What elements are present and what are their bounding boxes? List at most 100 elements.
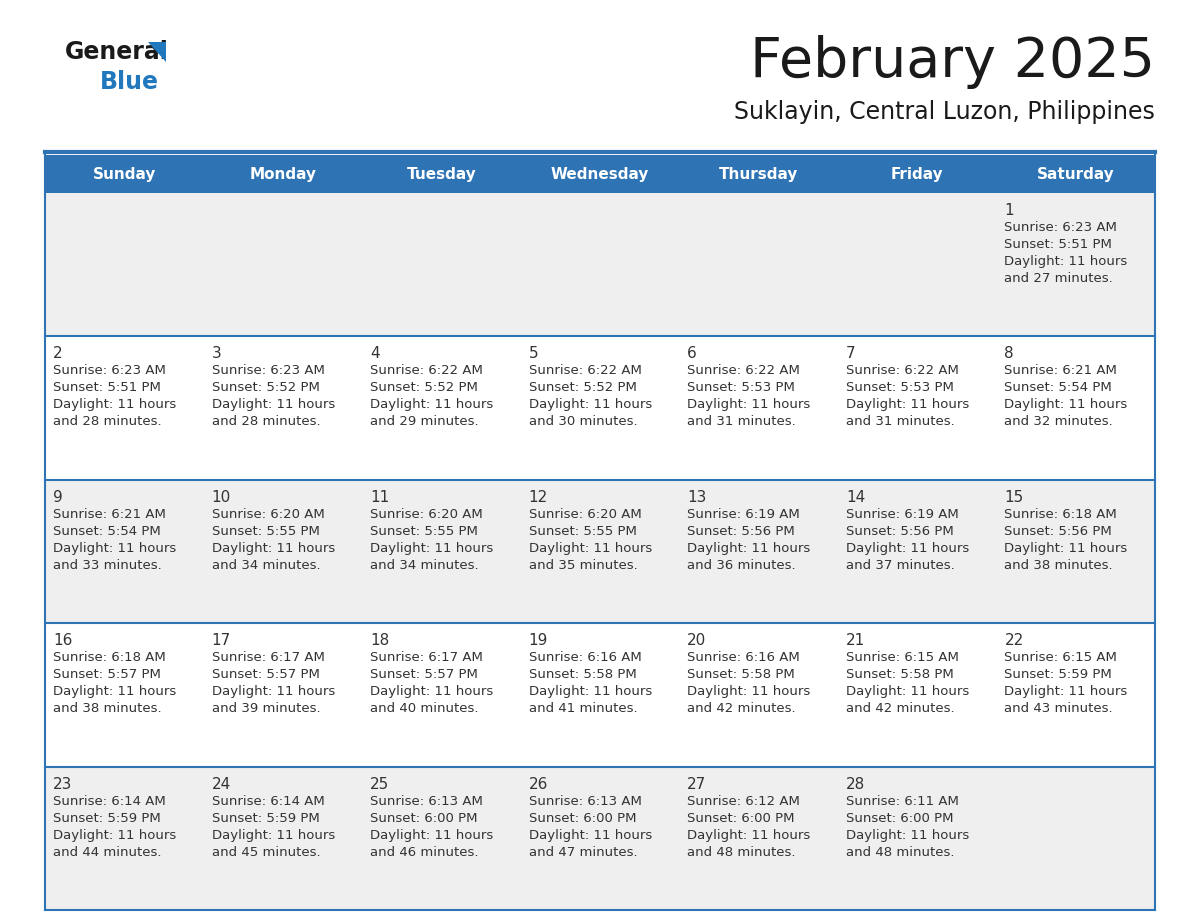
Text: and 39 minutes.: and 39 minutes. — [211, 702, 321, 715]
Text: Sunrise: 6:18 AM: Sunrise: 6:18 AM — [1004, 508, 1117, 521]
Text: 12: 12 — [529, 490, 548, 505]
Text: Sunrise: 6:22 AM: Sunrise: 6:22 AM — [371, 364, 484, 377]
Text: Sunset: 6:00 PM: Sunset: 6:00 PM — [371, 812, 478, 824]
Bar — [45, 623, 1155, 767]
Text: Sunset: 5:56 PM: Sunset: 5:56 PM — [846, 525, 954, 538]
Text: Sunset: 5:52 PM: Sunset: 5:52 PM — [529, 381, 637, 395]
Text: and 27 minutes.: and 27 minutes. — [1004, 272, 1113, 285]
Text: Sunrise: 6:12 AM: Sunrise: 6:12 AM — [688, 795, 801, 808]
Text: Sunrise: 6:15 AM: Sunrise: 6:15 AM — [1004, 651, 1117, 665]
Text: and 28 minutes.: and 28 minutes. — [211, 416, 321, 429]
Text: Sunrise: 6:20 AM: Sunrise: 6:20 AM — [211, 508, 324, 521]
Text: Sunrise: 6:17 AM: Sunrise: 6:17 AM — [211, 651, 324, 665]
Text: and 48 minutes.: and 48 minutes. — [688, 845, 796, 858]
Text: Sunset: 5:56 PM: Sunset: 5:56 PM — [1004, 525, 1112, 538]
Text: Sunset: 5:51 PM: Sunset: 5:51 PM — [53, 381, 160, 395]
Text: Sunset: 5:53 PM: Sunset: 5:53 PM — [846, 381, 954, 395]
Text: Friday: Friday — [891, 166, 943, 182]
Text: Sunset: 5:54 PM: Sunset: 5:54 PM — [1004, 381, 1112, 395]
Bar — [45, 480, 1155, 623]
Polygon shape — [148, 42, 166, 62]
Text: and 42 minutes.: and 42 minutes. — [846, 702, 954, 715]
Text: Daylight: 11 hours: Daylight: 11 hours — [53, 542, 176, 554]
Text: Sunset: 5:55 PM: Sunset: 5:55 PM — [371, 525, 478, 538]
Text: Daylight: 11 hours: Daylight: 11 hours — [1004, 398, 1127, 411]
Text: and 34 minutes.: and 34 minutes. — [371, 559, 479, 572]
Text: Daylight: 11 hours: Daylight: 11 hours — [688, 542, 810, 554]
Text: Daylight: 11 hours: Daylight: 11 hours — [1004, 685, 1127, 699]
Text: 14: 14 — [846, 490, 865, 505]
Text: Daylight: 11 hours: Daylight: 11 hours — [688, 829, 810, 842]
Text: and 44 minutes.: and 44 minutes. — [53, 845, 162, 858]
Text: and 30 minutes.: and 30 minutes. — [529, 416, 637, 429]
Text: Sunset: 5:57 PM: Sunset: 5:57 PM — [371, 668, 478, 681]
Text: Daylight: 11 hours: Daylight: 11 hours — [371, 542, 493, 554]
Text: and 41 minutes.: and 41 minutes. — [529, 702, 637, 715]
Text: and 29 minutes.: and 29 minutes. — [371, 416, 479, 429]
Text: February 2025: February 2025 — [750, 35, 1155, 89]
Text: and 35 minutes.: and 35 minutes. — [529, 559, 638, 572]
Bar — [45, 155, 1155, 193]
Text: Daylight: 11 hours: Daylight: 11 hours — [529, 542, 652, 554]
Text: and 31 minutes.: and 31 minutes. — [688, 416, 796, 429]
Text: Sunrise: 6:14 AM: Sunrise: 6:14 AM — [53, 795, 166, 808]
Text: 27: 27 — [688, 777, 707, 791]
Text: 3: 3 — [211, 346, 221, 362]
Text: Sunrise: 6:16 AM: Sunrise: 6:16 AM — [688, 651, 800, 665]
Text: Daylight: 11 hours: Daylight: 11 hours — [371, 685, 493, 699]
Text: Daylight: 11 hours: Daylight: 11 hours — [529, 685, 652, 699]
Text: Sunset: 5:51 PM: Sunset: 5:51 PM — [1004, 238, 1112, 251]
Text: 19: 19 — [529, 633, 548, 648]
Text: Sunrise: 6:22 AM: Sunrise: 6:22 AM — [529, 364, 642, 377]
Text: Sunset: 5:52 PM: Sunset: 5:52 PM — [371, 381, 478, 395]
Text: Daylight: 11 hours: Daylight: 11 hours — [1004, 542, 1127, 554]
Text: Sunrise: 6:19 AM: Sunrise: 6:19 AM — [688, 508, 800, 521]
Text: and 37 minutes.: and 37 minutes. — [846, 559, 955, 572]
Text: Sunrise: 6:23 AM: Sunrise: 6:23 AM — [1004, 221, 1117, 234]
Text: 2: 2 — [53, 346, 63, 362]
Text: Thursday: Thursday — [719, 166, 798, 182]
Text: Sunset: 5:57 PM: Sunset: 5:57 PM — [211, 668, 320, 681]
Text: General: General — [65, 40, 169, 64]
Text: Sunrise: 6:14 AM: Sunrise: 6:14 AM — [211, 795, 324, 808]
Text: Daylight: 11 hours: Daylight: 11 hours — [53, 829, 176, 842]
Text: Sunset: 5:53 PM: Sunset: 5:53 PM — [688, 381, 795, 395]
Text: Sunrise: 6:13 AM: Sunrise: 6:13 AM — [371, 795, 484, 808]
Text: Daylight: 11 hours: Daylight: 11 hours — [529, 398, 652, 411]
Text: Daylight: 11 hours: Daylight: 11 hours — [371, 398, 493, 411]
Text: Daylight: 11 hours: Daylight: 11 hours — [846, 829, 969, 842]
Text: Sunset: 6:00 PM: Sunset: 6:00 PM — [688, 812, 795, 824]
Text: Daylight: 11 hours: Daylight: 11 hours — [211, 829, 335, 842]
Text: and 33 minutes.: and 33 minutes. — [53, 559, 162, 572]
Text: Monday: Monday — [249, 166, 316, 182]
Text: and 46 minutes.: and 46 minutes. — [371, 845, 479, 858]
Text: Sunday: Sunday — [93, 166, 156, 182]
Text: Daylight: 11 hours: Daylight: 11 hours — [846, 542, 969, 554]
Text: Sunset: 5:57 PM: Sunset: 5:57 PM — [53, 668, 160, 681]
Text: and 32 minutes.: and 32 minutes. — [1004, 416, 1113, 429]
Text: 1: 1 — [1004, 203, 1015, 218]
Text: 24: 24 — [211, 777, 230, 791]
Text: and 42 minutes.: and 42 minutes. — [688, 702, 796, 715]
Text: 23: 23 — [53, 777, 72, 791]
Text: Daylight: 11 hours: Daylight: 11 hours — [211, 398, 335, 411]
Text: Sunrise: 6:22 AM: Sunrise: 6:22 AM — [846, 364, 959, 377]
Text: 17: 17 — [211, 633, 230, 648]
Text: Sunrise: 6:17 AM: Sunrise: 6:17 AM — [371, 651, 484, 665]
Text: Sunrise: 6:21 AM: Sunrise: 6:21 AM — [1004, 364, 1117, 377]
Text: Sunrise: 6:20 AM: Sunrise: 6:20 AM — [371, 508, 482, 521]
Text: Sunset: 5:59 PM: Sunset: 5:59 PM — [1004, 668, 1112, 681]
Text: Sunset: 5:55 PM: Sunset: 5:55 PM — [211, 525, 320, 538]
Text: and 34 minutes.: and 34 minutes. — [211, 559, 321, 572]
Text: Sunrise: 6:21 AM: Sunrise: 6:21 AM — [53, 508, 166, 521]
Text: Daylight: 11 hours: Daylight: 11 hours — [211, 685, 335, 699]
Text: 7: 7 — [846, 346, 855, 362]
Text: 22: 22 — [1004, 633, 1024, 648]
Text: Saturday: Saturday — [1037, 166, 1114, 182]
Text: Sunset: 6:00 PM: Sunset: 6:00 PM — [846, 812, 953, 824]
Text: Sunset: 5:56 PM: Sunset: 5:56 PM — [688, 525, 795, 538]
Bar — [45, 767, 1155, 910]
Text: and 40 minutes.: and 40 minutes. — [371, 702, 479, 715]
Text: 5: 5 — [529, 346, 538, 362]
Text: Sunset: 5:58 PM: Sunset: 5:58 PM — [846, 668, 954, 681]
